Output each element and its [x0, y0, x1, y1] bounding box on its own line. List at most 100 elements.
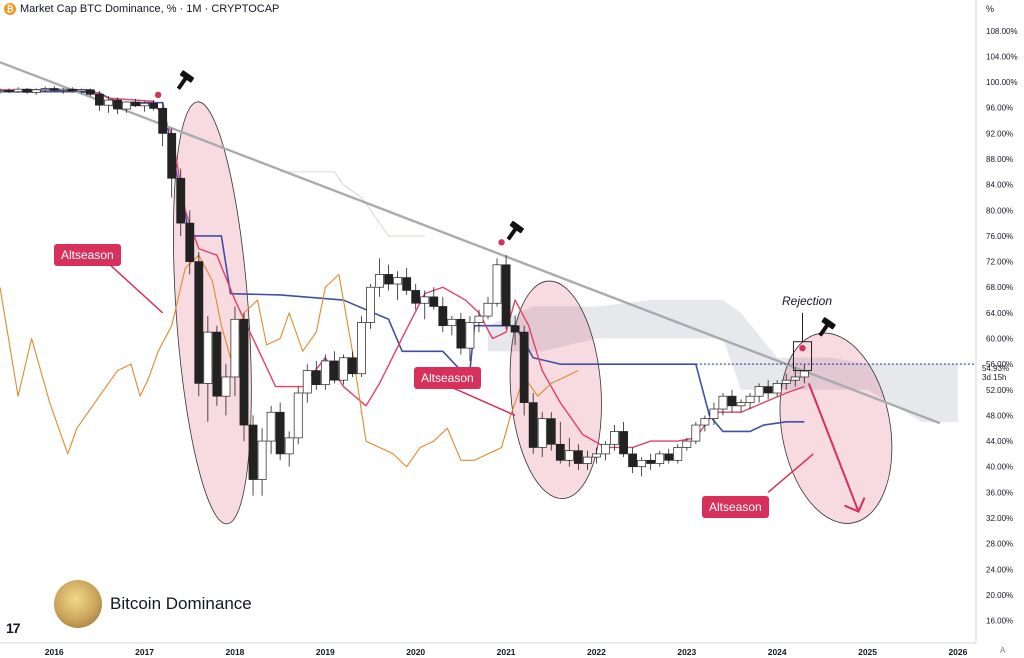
candle-body-30 [266, 411, 276, 442]
candle-body-15 [131, 101, 140, 107]
x-tick-label-1: 2017 [135, 647, 154, 657]
candle-body-20 [176, 177, 186, 224]
candle-body-1 [4, 90, 14, 93]
candle-body-89 [799, 370, 809, 378]
candle-body-47 [420, 296, 430, 304]
candle-body-73 [655, 453, 665, 464]
candle-body-62 [555, 443, 565, 461]
brand-block: Bitcoin Dominance [54, 580, 252, 628]
candle-body-39 [348, 357, 357, 375]
candle-body-51 [456, 318, 466, 349]
candle-body-70 [628, 453, 638, 468]
y-tick-label-21: 24.00% [986, 565, 1013, 574]
bitcoin-coin-icon: ₿ [4, 3, 16, 15]
y-tick-label-16: 44.00% [986, 437, 1013, 446]
avatar [54, 580, 102, 628]
candle-body-74 [664, 453, 674, 461]
candle-body-17 [149, 102, 159, 109]
down-arrow-head [844, 497, 866, 513]
rejection-label: Rejection [782, 294, 833, 308]
candle-body-72 [646, 459, 656, 464]
candle-body-42 [375, 274, 384, 288]
gavel-icon-3 [818, 317, 836, 337]
altseason-label-3: Altseason [702, 496, 769, 518]
gavel-icon-2 [506, 221, 524, 241]
candle-body-29 [257, 440, 267, 480]
candle-body-0 [0, 90, 5, 93]
candle-body-55 [492, 264, 502, 304]
candle-body-27 [239, 318, 249, 426]
candle-body-11 [94, 93, 104, 106]
candle-body-86 [772, 383, 782, 394]
y-tick-label-20: 28.00% [986, 540, 1013, 549]
x-tick-label-5: 2021 [497, 647, 516, 657]
candle-body-48 [429, 296, 439, 307]
y-tick-label-12: 60.00% [986, 335, 1013, 344]
candle-body-24 [212, 331, 222, 397]
candle-body-65 [582, 456, 592, 464]
candle-body-25 [221, 376, 231, 397]
candle-body-28 [248, 424, 258, 480]
x-tick-label-10: 2026 [948, 647, 967, 657]
x-tick-label-6: 2022 [587, 647, 606, 657]
brand-name: Bitcoin Dominance [110, 594, 252, 613]
candle-body-59 [528, 402, 538, 448]
last-price-value: 54.93% [982, 364, 1010, 373]
candle-body-2 [13, 88, 23, 93]
altseason-pointer-3 [767, 453, 814, 493]
chikou-line [0, 254, 579, 468]
y-tick-label-11: 64.00% [986, 309, 1013, 318]
tradingview-logo[interactable]: 17 [6, 620, 21, 636]
candle-body-56 [501, 264, 511, 327]
candle-body-37 [329, 360, 339, 381]
x-tick-label-7: 2023 [677, 647, 696, 657]
down-arrow-shaft [807, 383, 860, 512]
candle-body-54 [483, 302, 493, 317]
bar-countdown: 3d 15h [982, 373, 1007, 382]
candle-body-43 [384, 274, 394, 285]
y-tick-label-0: 108.00% [986, 27, 1018, 36]
y-tick-label-10: 68.00% [986, 283, 1013, 292]
candle-body-33 [293, 392, 303, 439]
candle-body-67 [601, 443, 610, 455]
y-tick-label-1: 104.00% [986, 52, 1018, 61]
rejection-dot-3 [799, 344, 806, 352]
altseason-label-1: Altseason [54, 244, 121, 266]
auto-scale-button[interactable]: A [1000, 646, 1006, 655]
y-tick-label-22: 20.00% [986, 591, 1013, 600]
y-tick-label-23: 16.00% [986, 617, 1013, 626]
candle-body-69 [619, 431, 628, 455]
candle-body-84 [754, 386, 764, 397]
candle-body-82 [736, 402, 746, 407]
y-tick-label-3: 96.00% [986, 104, 1013, 113]
candle-body-7 [58, 88, 68, 91]
candle-body-40 [357, 322, 366, 375]
altseason-ellipse-3 [779, 332, 893, 524]
candle-body-41 [366, 286, 375, 323]
candle-body-46 [411, 290, 421, 304]
candle-body-53 [474, 315, 484, 323]
tenkan-line [0, 89, 805, 449]
candle-body-21 [185, 222, 195, 262]
y-tick-label-19: 32.00% [986, 514, 1013, 523]
altseason-ellipse-1 [173, 101, 252, 525]
candle-body-52 [465, 322, 475, 349]
candlesticks [0, 85, 809, 496]
candle-body-10 [85, 89, 95, 95]
rejection-dot-1 [154, 91, 162, 99]
candle-body-14 [122, 101, 131, 110]
candle-body-71 [637, 459, 647, 468]
candle-body-18 [158, 108, 168, 134]
price-axis-unit: % [986, 4, 995, 14]
candle-body-16 [140, 102, 150, 107]
candle-body-6 [49, 88, 59, 91]
candle-body-88 [790, 376, 800, 381]
candle-body-81 [727, 395, 737, 407]
y-tick-label-9: 72.00% [986, 258, 1013, 267]
y-tick-label-2: 100.00% [986, 78, 1018, 87]
candle-body-12 [104, 99, 113, 106]
candle-body-34 [302, 370, 312, 394]
candle-body-77 [691, 424, 701, 442]
